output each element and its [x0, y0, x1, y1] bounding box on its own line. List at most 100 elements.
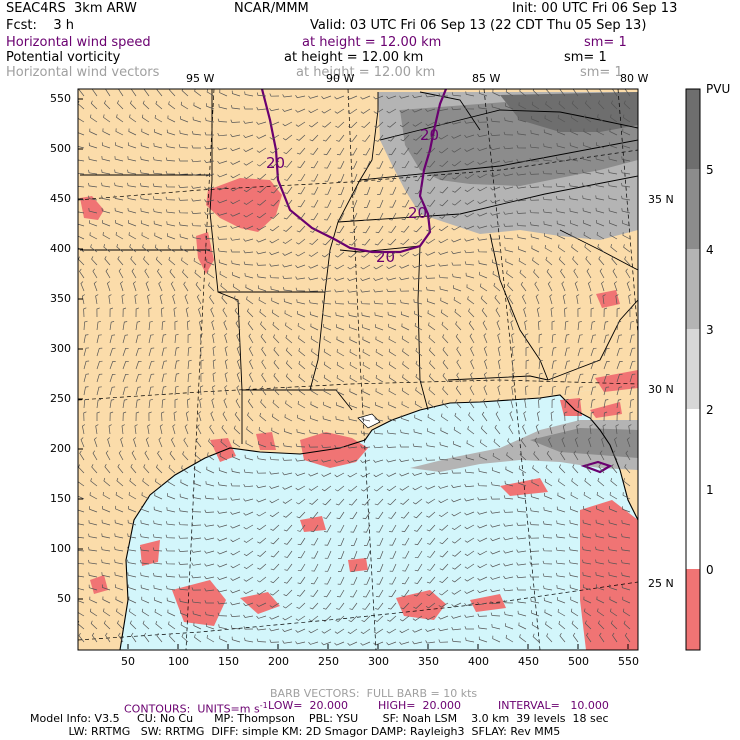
wind-barb — [577, 307, 581, 318]
wind-barb — [187, 385, 192, 396]
wind-barbs — [78, 89, 636, 646]
wind-barb — [120, 437, 124, 448]
colorbar-label: 0 — [706, 563, 714, 577]
wind-barb — [551, 398, 556, 409]
wind-barb — [464, 524, 475, 530]
wind-barb — [451, 589, 462, 595]
wind-barb — [518, 102, 527, 110]
wind-barb — [88, 546, 98, 552]
wind-barb — [399, 458, 410, 462]
wind-barb — [96, 307, 100, 318]
wind-barb — [348, 485, 358, 492]
wind-barb — [572, 256, 579, 266]
wind-barb — [608, 195, 618, 201]
wind-barb — [224, 346, 228, 357]
wind-barb — [256, 92, 267, 97]
wind-barb — [173, 307, 177, 318]
wind-barb — [373, 445, 384, 449]
wind-barb — [178, 209, 189, 214]
wind-barb — [334, 472, 345, 478]
wind-barb — [285, 386, 293, 396]
wind-barb — [451, 627, 462, 631]
wind-barb — [311, 361, 319, 370]
wind-barb — [78, 620, 85, 630]
wind-barb — [570, 608, 579, 617]
wind-barb — [236, 346, 241, 357]
wind-barb — [297, 199, 306, 208]
wind-barb — [295, 472, 306, 477]
wind-barb — [389, 199, 397, 208]
wind-barb — [199, 398, 203, 409]
wind-barb — [596, 596, 605, 604]
wind-barb — [78, 509, 85, 513]
wind-barb — [323, 323, 332, 331]
wind-barb — [297, 414, 306, 422]
wind-barb — [204, 600, 214, 604]
wind-barb — [621, 195, 631, 201]
wind-barb — [295, 264, 306, 269]
wind-barb — [451, 576, 462, 583]
wind-barb — [572, 464, 579, 474]
wind-barb — [236, 333, 241, 344]
wind-barb — [90, 100, 98, 110]
wind-barb — [438, 93, 449, 97]
wind-barb — [426, 212, 436, 220]
wind-barb — [538, 333, 543, 344]
wind-barb — [218, 259, 228, 266]
x-tick-label: 550 — [618, 655, 639, 668]
wind-barb — [412, 498, 423, 505]
wind-barb — [451, 251, 462, 255]
wind-barb — [140, 169, 150, 175]
wind-barb — [362, 336, 371, 344]
wind-barb — [114, 169, 124, 175]
wind-barb — [348, 251, 358, 258]
wind-barb — [204, 537, 215, 541]
lat-label: 25 N — [648, 577, 674, 590]
model-title: SEAC4RS 3km ARW — [6, 1, 137, 16]
wind-barb — [232, 272, 241, 279]
wind-barb — [351, 563, 358, 572]
wind-barb — [377, 173, 384, 182]
wind-barb — [101, 182, 111, 188]
wind-barb — [523, 411, 527, 422]
wind-barb — [426, 576, 436, 584]
wind-barb — [629, 373, 636, 383]
wind-barb — [532, 89, 540, 97]
wind-barb — [172, 424, 176, 435]
wind-barb — [269, 628, 280, 632]
wind-barb — [439, 160, 449, 167]
wind-barb — [621, 546, 631, 552]
wind-barb — [235, 320, 241, 331]
wind-barb — [349, 336, 358, 344]
wind-barb — [122, 386, 129, 396]
wind-barb — [425, 251, 436, 256]
wind-barb — [165, 170, 176, 175]
wind-barb — [455, 385, 462, 396]
colorbar-bin-1 — [686, 409, 700, 569]
wind-barb — [413, 589, 423, 597]
wind-barb — [610, 114, 618, 123]
wind-barb — [570, 232, 579, 240]
wind-barb — [297, 400, 306, 409]
wind-barb — [490, 186, 501, 191]
wind-barb — [621, 142, 631, 149]
wind-barb — [412, 485, 423, 491]
wind-barb — [386, 300, 397, 305]
x-tick-label: 50 — [121, 655, 135, 668]
wind-barb — [335, 485, 345, 492]
wind-barb — [161, 347, 167, 357]
wind-barb — [271, 297, 280, 305]
wind-barb — [257, 186, 267, 193]
wind-barb — [129, 100, 137, 110]
wind-barb — [310, 160, 319, 169]
wind-barb — [426, 511, 436, 518]
wind-barb — [616, 347, 623, 357]
wind-barb — [584, 477, 592, 487]
wind-barb — [551, 385, 556, 396]
wind-barb — [376, 160, 384, 169]
wind-barb — [464, 238, 475, 242]
wind-barb — [577, 373, 584, 383]
wind-barb — [530, 221, 540, 227]
wind-barb — [298, 387, 306, 396]
wind-barb — [335, 498, 345, 506]
